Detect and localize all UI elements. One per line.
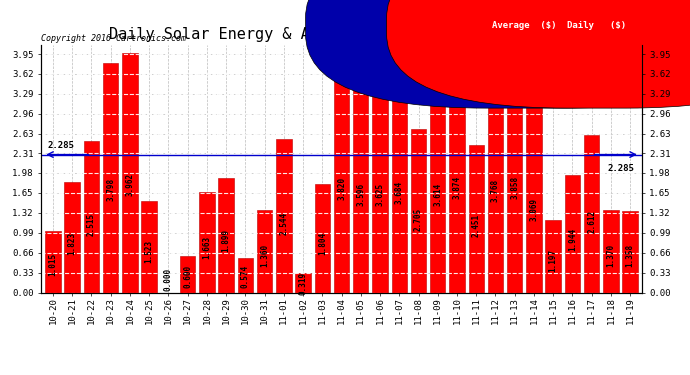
Bar — [46, 231, 61, 292]
Bar — [603, 210, 619, 292]
Bar — [276, 139, 292, 292]
Title: Daily Solar Energy & Average Value Sun Nov 20 16:29: Daily Solar Energy & Average Value Sun N… — [109, 27, 574, 42]
Text: 1.358: 1.358 — [626, 244, 635, 267]
Text: 3.625: 3.625 — [375, 183, 384, 206]
FancyBboxPatch shape — [386, 0, 690, 108]
Text: 1.523: 1.523 — [145, 240, 154, 263]
Bar — [411, 129, 426, 292]
FancyBboxPatch shape — [306, 0, 690, 108]
Bar — [430, 74, 446, 292]
Text: 0.574: 0.574 — [241, 266, 250, 288]
Text: 0.600: 0.600 — [183, 265, 192, 288]
Text: Copyright 2016 Cartronics.com: Copyright 2016 Cartronics.com — [41, 33, 186, 42]
Text: 1.663: 1.663 — [202, 236, 211, 259]
Text: 3.858: 3.858 — [510, 176, 519, 199]
Bar — [584, 135, 600, 292]
Bar — [526, 107, 542, 292]
Bar — [199, 192, 215, 292]
Bar — [353, 75, 368, 292]
Text: 3.962: 3.962 — [126, 173, 135, 196]
Text: 1.899: 1.899 — [221, 230, 230, 252]
Bar — [295, 273, 310, 292]
Bar — [180, 256, 195, 292]
Bar — [392, 70, 407, 292]
Text: 2.515: 2.515 — [87, 213, 96, 236]
Bar — [488, 65, 503, 292]
Text: 1.944: 1.944 — [568, 228, 577, 251]
Text: 3.820: 3.820 — [337, 177, 346, 200]
Bar — [83, 141, 99, 292]
Text: 3.614: 3.614 — [433, 183, 442, 206]
Text: 2.451: 2.451 — [472, 214, 481, 237]
Text: Average  ($): Average ($) — [493, 21, 557, 30]
Text: 3.069: 3.069 — [529, 198, 538, 221]
Text: 1.804: 1.804 — [318, 232, 327, 255]
Text: 2.705: 2.705 — [414, 207, 423, 231]
Bar — [237, 258, 253, 292]
Bar — [334, 62, 349, 292]
Text: 1.015: 1.015 — [48, 254, 57, 276]
Bar — [315, 184, 330, 292]
Bar — [449, 58, 464, 292]
Bar — [122, 53, 137, 292]
Bar — [564, 175, 580, 292]
Text: 1.823: 1.823 — [68, 231, 77, 255]
Text: 1.370: 1.370 — [607, 244, 615, 267]
Text: 3.596: 3.596 — [356, 183, 365, 206]
Bar — [373, 74, 388, 292]
Text: 2.544: 2.544 — [279, 212, 288, 235]
Text: 2.285: 2.285 — [47, 141, 74, 150]
Text: 0.000: 0.000 — [164, 268, 173, 291]
Text: 3.874: 3.874 — [453, 176, 462, 199]
Bar — [64, 183, 80, 292]
Text: 3.768: 3.768 — [491, 178, 500, 202]
Bar — [103, 63, 119, 292]
Text: 3.798: 3.798 — [106, 178, 115, 201]
Bar — [219, 178, 234, 292]
Bar — [257, 210, 273, 292]
Text: 0.319: 0.319 — [299, 272, 308, 296]
Bar — [469, 144, 484, 292]
Bar — [622, 210, 638, 292]
Text: Daily   ($): Daily ($) — [567, 21, 627, 30]
Bar — [141, 201, 157, 292]
Text: 2.285: 2.285 — [607, 164, 634, 172]
Text: 1.360: 1.360 — [260, 244, 269, 267]
Text: 3.684: 3.684 — [395, 181, 404, 204]
Bar — [507, 60, 522, 292]
Text: 2.612: 2.612 — [587, 210, 596, 233]
Bar — [546, 220, 561, 292]
Text: 1.197: 1.197 — [549, 248, 558, 272]
